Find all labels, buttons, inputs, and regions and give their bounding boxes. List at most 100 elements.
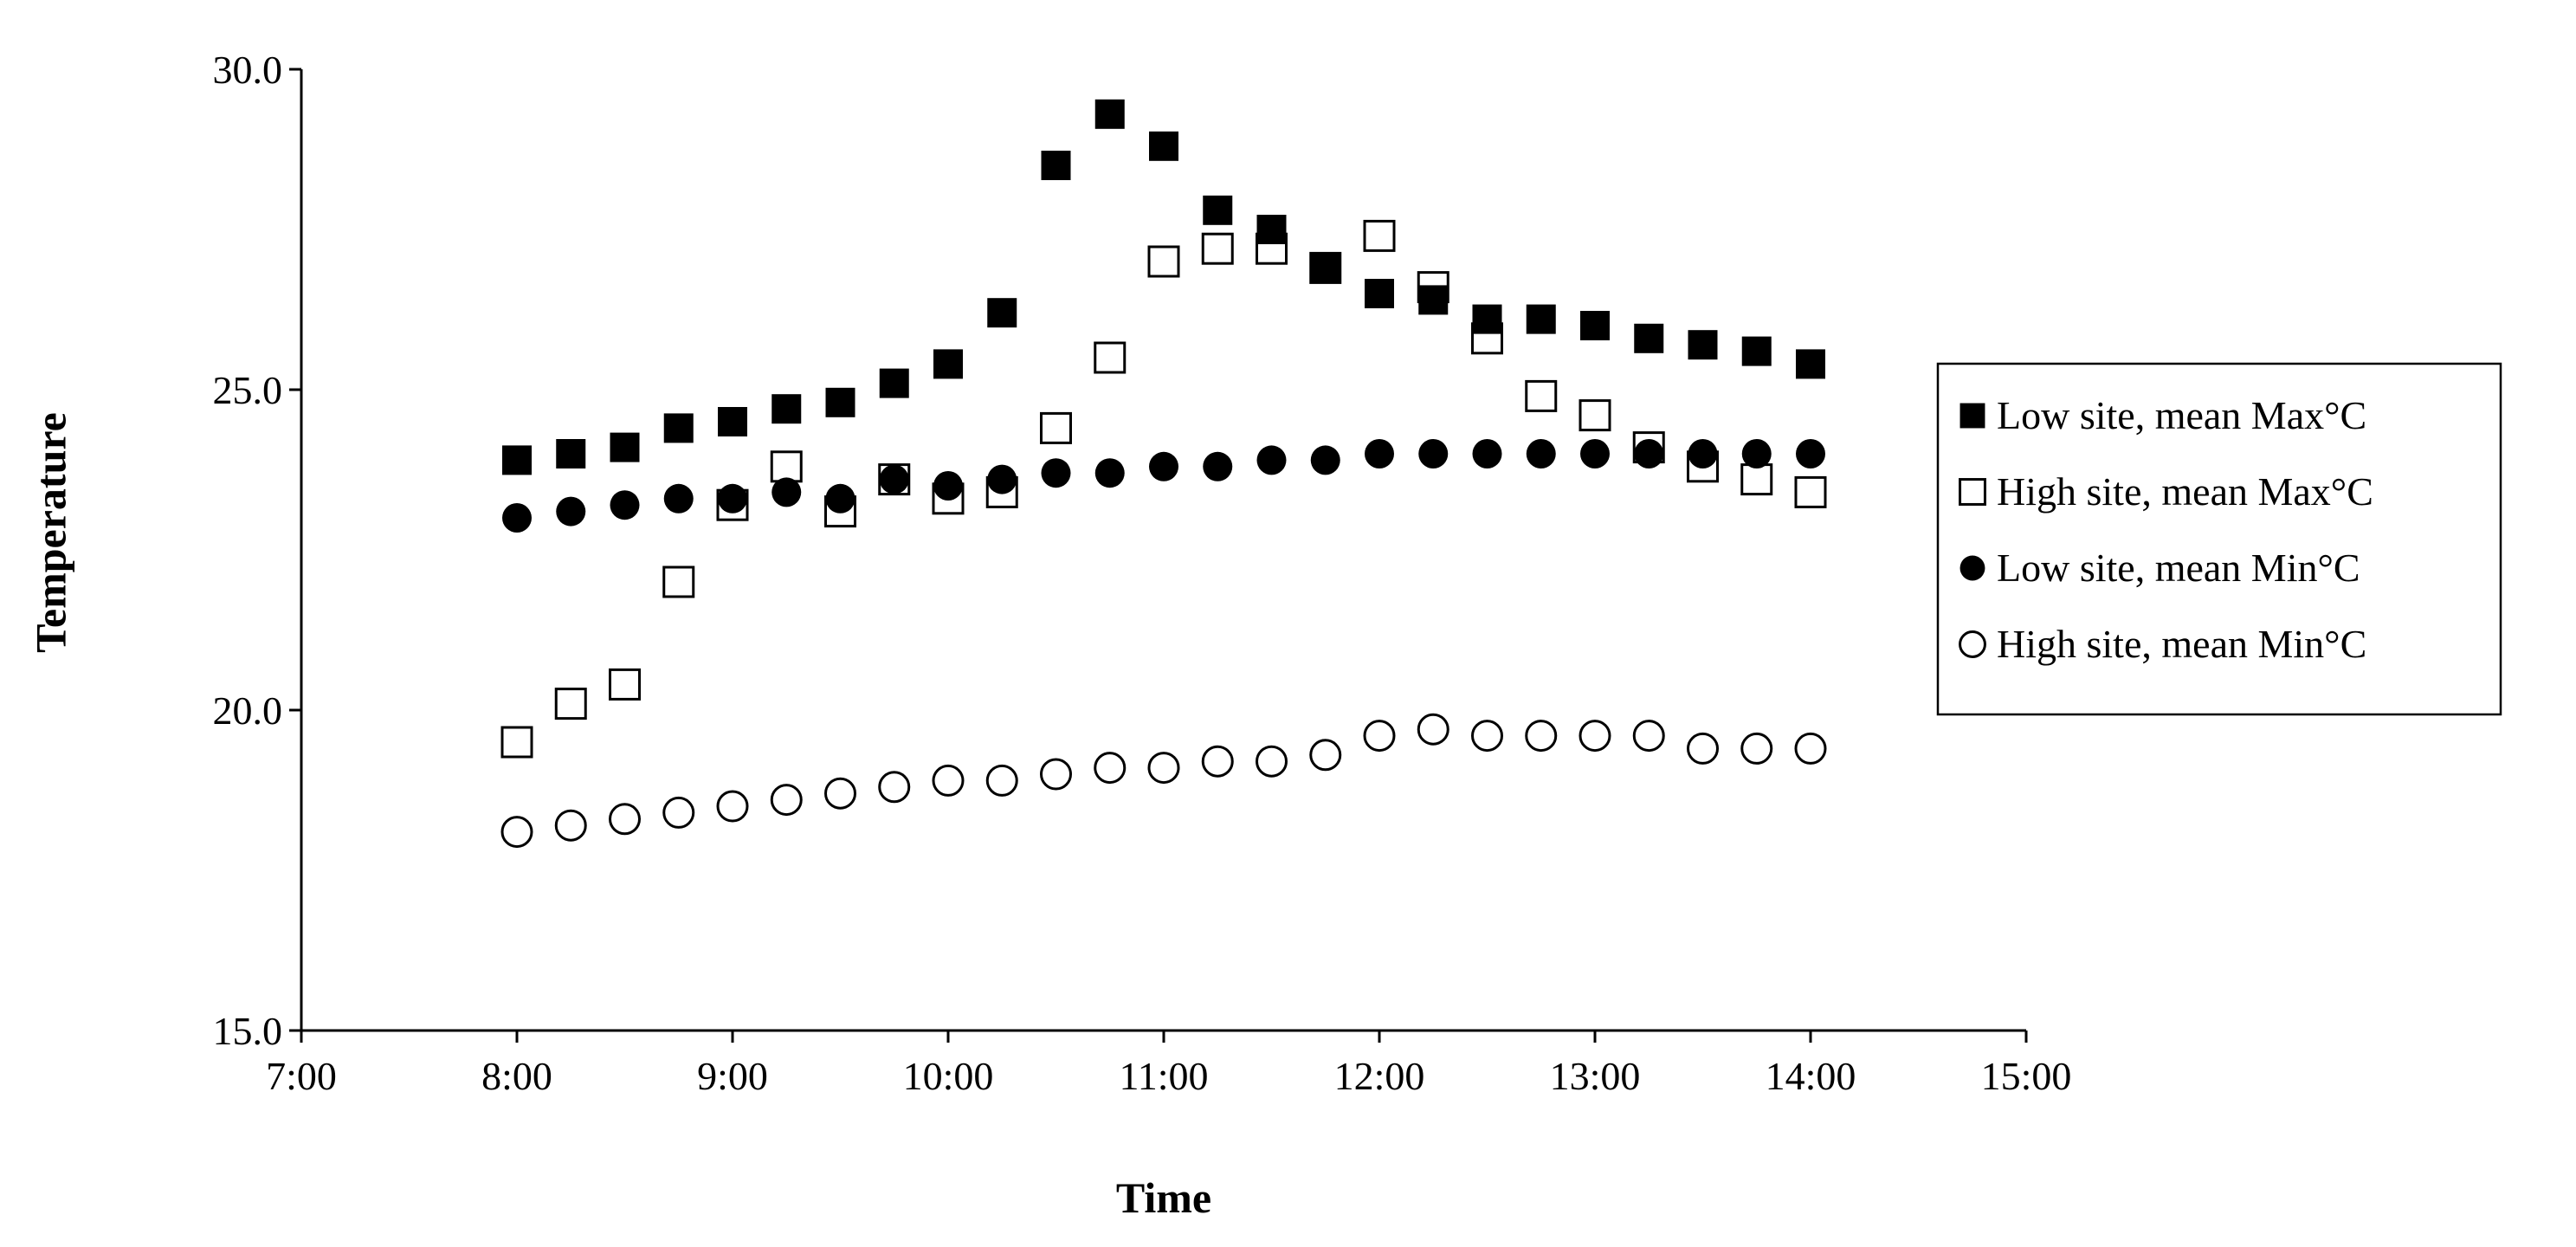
- legend-item: High site, mean Min°C: [1959, 622, 2366, 666]
- legend-item: Low site, mean Min°C: [1959, 546, 2360, 590]
- data-point: [1740, 732, 1773, 765]
- data-point: [1418, 285, 1449, 315]
- x-tick-label: 12:00: [1334, 1054, 1425, 1098]
- data-point: [718, 407, 747, 436]
- legend-marker: [1959, 478, 1986, 506]
- data-point: [933, 471, 963, 501]
- series-4: [500, 713, 1827, 849]
- data-point: [772, 394, 802, 424]
- data-point: [1203, 195, 1233, 225]
- data-point: [1149, 131, 1178, 161]
- data-point: [1256, 445, 1287, 475]
- data-point: [1365, 439, 1394, 468]
- data-point: [1740, 463, 1773, 496]
- data-point: [1094, 458, 1125, 488]
- data-point: [609, 668, 641, 701]
- legend-label: High site, mean Min°C: [1997, 622, 2366, 666]
- data-point: [1472, 304, 1502, 334]
- legend-item: High site, mean Max°C: [1959, 469, 2373, 514]
- x-tick-label: 13:00: [1550, 1054, 1641, 1098]
- x-tick-label: 15:00: [1981, 1054, 2072, 1098]
- data-point: [1472, 439, 1502, 468]
- data-point: [1688, 439, 1718, 468]
- x-ticks: 7:00 8:00 9:00 10:00 11:00 12:00 13:00 14:00 15:…: [266, 1031, 2071, 1098]
- data-point: [716, 790, 749, 823]
- data-point: [1256, 745, 1288, 778]
- x-tick-label: 9:00: [697, 1054, 768, 1098]
- data-point: [1365, 279, 1394, 308]
- data-point: [825, 483, 855, 514]
- data-point: [1418, 439, 1449, 468]
- data-point: [1687, 732, 1719, 765]
- y-ticks: 15.0 20.0 25.0 30.0: [213, 48, 301, 1053]
- data-point: [1741, 336, 1772, 366]
- data-point: [1147, 752, 1180, 785]
- data-point: [1634, 439, 1664, 468]
- y-tick-label: 15.0: [213, 1009, 283, 1053]
- series-1: [502, 99, 1825, 475]
- data-point: [502, 445, 532, 475]
- data-point: [1309, 739, 1342, 772]
- plot-area: [500, 99, 1827, 849]
- data-point: [987, 464, 1017, 494]
- data-point: [1041, 151, 1071, 180]
- data-point: [1310, 445, 1340, 475]
- data-point: [1794, 732, 1827, 765]
- series-2: [500, 219, 1827, 759]
- data-point: [1147, 245, 1180, 278]
- data-point: [662, 565, 695, 598]
- data-point: [1579, 399, 1611, 432]
- data-point: [879, 464, 909, 494]
- y-tick-label: 25.0: [213, 368, 283, 412]
- data-point: [663, 483, 694, 514]
- y-axis-title: Temperature: [26, 412, 74, 653]
- legend-marker: [1959, 630, 1986, 658]
- data-point: [556, 439, 586, 468]
- data-point: [556, 496, 586, 527]
- data-point: [879, 368, 909, 398]
- data-point: [1094, 341, 1127, 374]
- x-axis-title: Time: [1116, 1173, 1211, 1222]
- data-point: [1688, 330, 1718, 360]
- data-point: [1363, 720, 1396, 753]
- legend: Low site, mean Max°C High site, mean Max°…: [1936, 362, 2502, 716]
- data-point: [1796, 349, 1825, 379]
- legend-marker: [1959, 555, 1985, 581]
- data-point: [500, 726, 533, 759]
- data-point: [1417, 713, 1449, 746]
- data-point: [1794, 475, 1827, 508]
- x-tick-label: 8:00: [481, 1054, 552, 1098]
- x-tick-label: 14:00: [1766, 1054, 1856, 1098]
- data-point: [1525, 720, 1558, 753]
- data-point: [1040, 411, 1072, 444]
- data-point: [610, 490, 640, 520]
- data-point: [1471, 720, 1503, 753]
- data-point: [1094, 99, 1125, 129]
- data-point: [1040, 758, 1072, 791]
- data-point: [718, 483, 747, 514]
- y-tick-label: 20.0: [213, 688, 283, 733]
- data-point: [824, 777, 856, 810]
- data-point: [1580, 439, 1610, 468]
- data-point: [554, 809, 587, 842]
- data-point: [1580, 311, 1610, 340]
- axes: 15.0 20.0 25.0 30.0 7:00 8:00 9:00 10:00 11:00 1…: [213, 48, 2072, 1098]
- data-point: [1526, 304, 1556, 334]
- data-point: [1526, 439, 1556, 468]
- legend-item: Low site, mean Max°C: [1959, 393, 2366, 437]
- legend-label: Low site, mean Max°C: [1997, 393, 2366, 437]
- legend-label: Low site, mean Min°C: [1997, 546, 2360, 590]
- data-point: [878, 771, 911, 804]
- data-point: [987, 298, 1017, 328]
- series-3: [502, 439, 1825, 533]
- data-point: [1579, 720, 1611, 753]
- legend-label: High site, mean Max°C: [1997, 469, 2373, 514]
- data-point: [1094, 752, 1127, 785]
- data-point: [932, 764, 965, 797]
- y-tick-label: 30.0: [213, 48, 283, 92]
- legend-marker: [1959, 403, 1985, 429]
- legend-box: [1936, 362, 2502, 716]
- data-point: [1363, 219, 1396, 252]
- data-point: [1256, 215, 1287, 244]
- data-point: [770, 784, 803, 817]
